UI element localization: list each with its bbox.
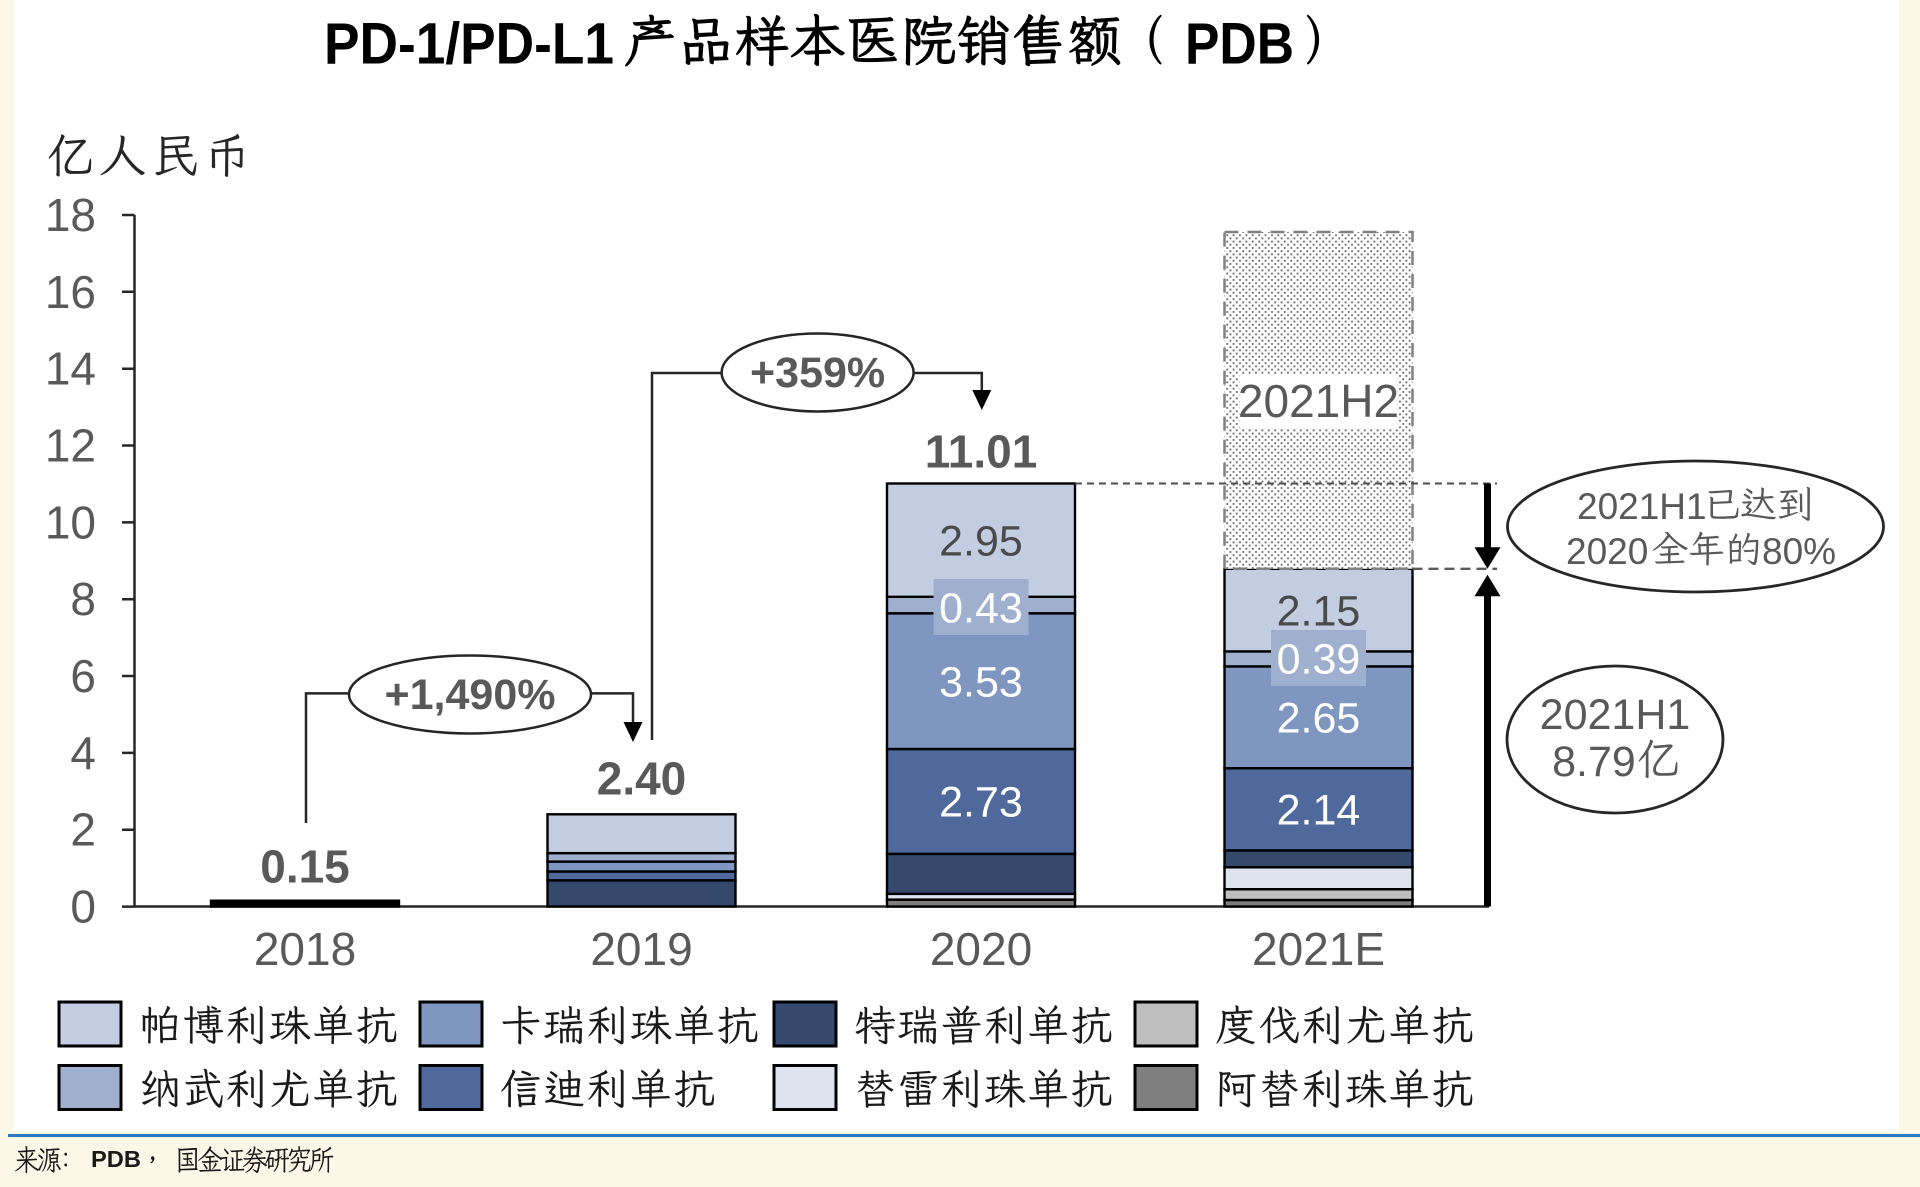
- svg-text:2.65: 2.65: [1277, 694, 1361, 742]
- svg-text:2019: 2019: [590, 923, 692, 975]
- svg-text:0.39: 0.39: [1277, 635, 1361, 683]
- svg-text:2.95: 2.95: [939, 517, 1023, 565]
- svg-text:18: 18: [45, 189, 96, 241]
- svg-text:2020: 2020: [930, 923, 1032, 975]
- svg-text:PDB: PDB: [91, 1146, 141, 1172]
- svg-text:PDB: PDB: [1185, 12, 1294, 77]
- svg-text:12: 12: [45, 420, 96, 472]
- svg-text:6: 6: [70, 650, 96, 702]
- svg-text:8: 8: [70, 573, 96, 625]
- svg-text:2020: 2020: [1566, 531, 1648, 572]
- svg-text:4: 4: [70, 727, 96, 779]
- svg-text:8.79: 8.79: [1552, 738, 1636, 786]
- svg-text:2021H2: 2021H2: [1238, 375, 1399, 427]
- svg-text:80%: 80%: [1762, 531, 1836, 572]
- svg-text:2.40: 2.40: [597, 753, 687, 805]
- svg-text:+1,490%: +1,490%: [385, 671, 556, 719]
- svg-text:PD-1/PD-L1: PD-1/PD-L1: [324, 12, 614, 77]
- svg-text:0.43: 0.43: [939, 584, 1023, 632]
- svg-text:3.53: 3.53: [939, 658, 1023, 706]
- svg-text:2.73: 2.73: [939, 778, 1023, 826]
- svg-text:16: 16: [45, 266, 96, 318]
- svg-text:2018: 2018: [254, 923, 356, 975]
- svg-text:2021H1: 2021H1: [1577, 486, 1707, 527]
- svg-text:11.01: 11.01: [925, 426, 1038, 478]
- svg-text:2: 2: [70, 804, 96, 856]
- svg-text:2021E: 2021E: [1252, 923, 1385, 975]
- svg-text:14: 14: [45, 343, 96, 395]
- svg-text:+359%: +359%: [750, 349, 885, 397]
- svg-text:0.15: 0.15: [260, 841, 350, 893]
- svg-text:2.14: 2.14: [1277, 786, 1361, 834]
- svg-text:2021H1: 2021H1: [1540, 691, 1691, 739]
- svg-text:10: 10: [45, 496, 96, 548]
- svg-text:0: 0: [70, 881, 96, 933]
- svg-text:2.15: 2.15: [1277, 587, 1361, 635]
